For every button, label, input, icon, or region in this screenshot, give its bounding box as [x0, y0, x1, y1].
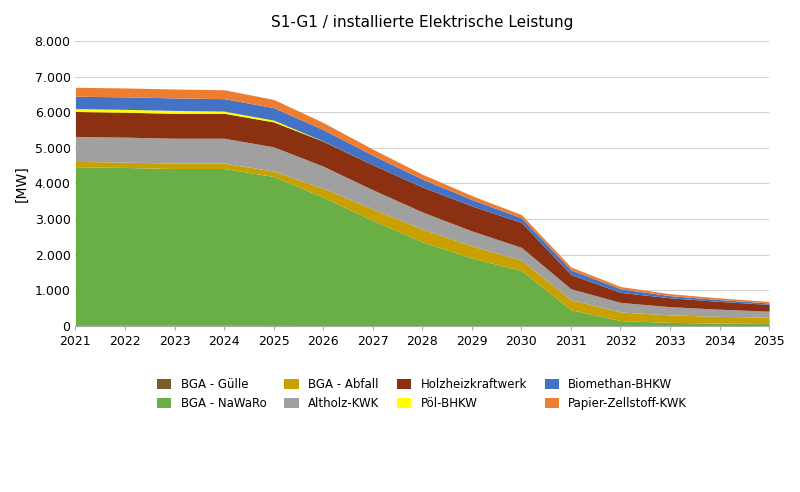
Title: S1-G1 / installierte Elektrische Leistung: S1-G1 / installierte Elektrische Leistun…: [271, 15, 574, 30]
Legend: BGA - Gülle, BGA - NaWaRo, BGA - Abfall, Altholz-KWK, Holzheizkraftwerk, Pöl-BHK: BGA - Gülle, BGA - NaWaRo, BGA - Abfall,…: [154, 375, 690, 414]
Y-axis label: [MW]: [MW]: [15, 165, 29, 202]
